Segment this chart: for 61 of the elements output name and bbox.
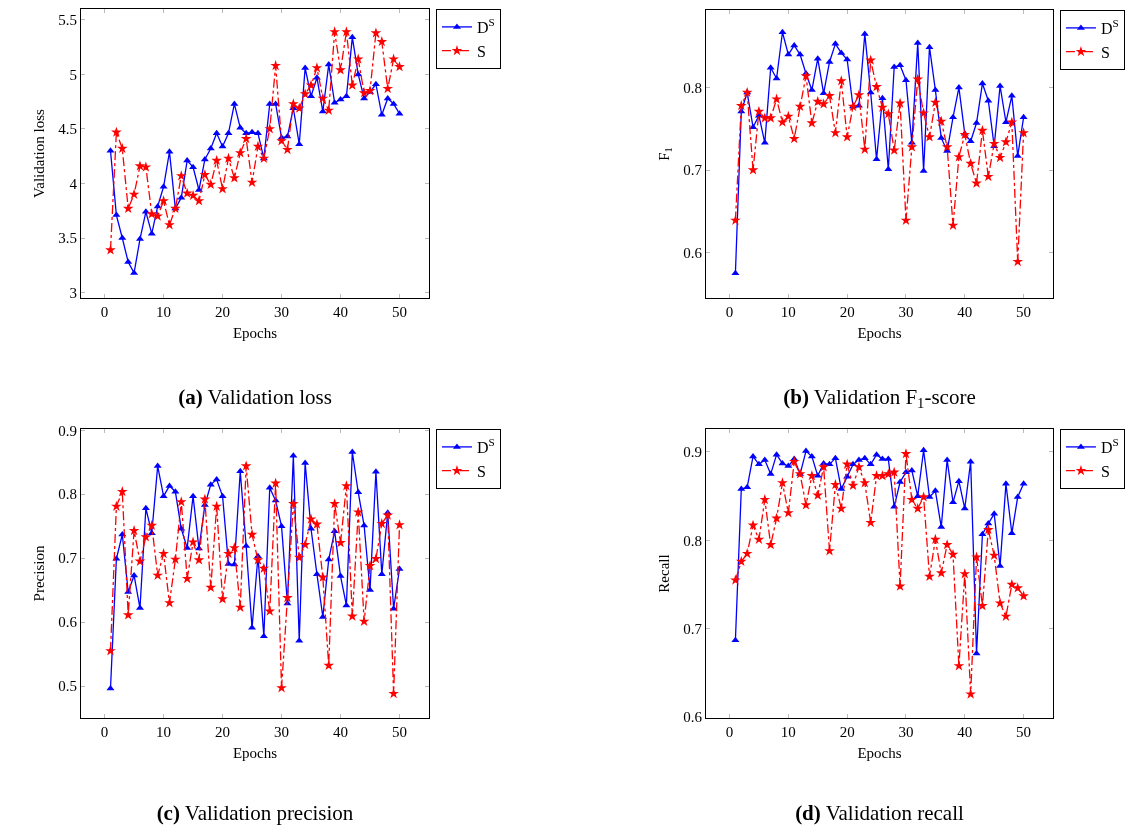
y-tick-label: 5.5 (58, 12, 77, 29)
y-tick-label: 0.9 (58, 422, 77, 439)
x-axis-title: Epochs (232, 745, 278, 761)
legend-label: S (476, 462, 486, 480)
legend-label: D$^{S}$ (1100, 436, 1119, 457)
text: (b) Validation F$_{1}$-score (783, 384, 976, 411)
x-tick-label: 50 (1016, 724, 1032, 740)
y-axis-title: Validation loss (30, 108, 47, 198)
x-tick-label: 50 (392, 304, 408, 320)
text: (c) Validation precision (156, 800, 354, 825)
text: (a) Validation loss (178, 384, 332, 409)
y-tick-label: 0.8 (58, 486, 77, 503)
y-tick-label: 0.7 (683, 620, 703, 637)
y-tick-label: 0.5 (58, 678, 77, 695)
y-tick-label: 0.8 (683, 79, 702, 96)
legend-label: D$^{S}$ (476, 16, 495, 37)
x-tick-label: 40 (333, 304, 349, 320)
x-tick-label: 20 (215, 304, 231, 320)
x-tick-label: 10 (156, 724, 172, 740)
x-tick-label: 10 (780, 724, 796, 740)
x-tick-label: 40 (333, 724, 349, 740)
legend-label: S (1100, 43, 1110, 61)
x-axis-title: Epochs (232, 325, 278, 341)
legend-label: D$^{S}$ (476, 436, 495, 457)
y-tick-label: 4 (69, 175, 78, 192)
x-tick-label: 20 (215, 724, 231, 740)
legend-label: D$^{S}$ (1100, 17, 1119, 38)
y-tick-label: 0.7 (683, 162, 703, 179)
x-tick-label: 40 (957, 724, 973, 740)
legend-label: S (476, 42, 486, 60)
x-tick-label: 10 (780, 304, 796, 320)
x-tick-label: 30 (898, 724, 914, 740)
y-tick-label: 3.5 (58, 230, 77, 247)
y-tick-label: 0.6 (58, 614, 78, 631)
x-tick-label: 0 (725, 724, 734, 740)
y-tick-label: 0.6 (683, 709, 703, 726)
x-tick-label: 30 (274, 304, 290, 320)
x-tick-label: 20 (839, 304, 855, 320)
y-axis-title: Recall (655, 554, 672, 593)
x-tick-label: 10 (156, 304, 172, 320)
x-tick-label: 30 (898, 304, 914, 320)
y-tick-label: 0.8 (683, 532, 702, 549)
y-tick-label: 5 (69, 66, 77, 83)
x-tick-label: 30 (274, 724, 290, 740)
y-tick-label: 0.9 (683, 444, 702, 461)
x-tick-label: 50 (1016, 304, 1032, 320)
x-axis-title: Epochs (857, 325, 902, 341)
legend-label: S (1100, 462, 1110, 480)
y-tick-label: 0.7 (58, 550, 78, 567)
y-tick-label: 3 (69, 284, 77, 301)
x-tick-label: 50 (392, 724, 408, 740)
x-tick-label: 0 (100, 304, 109, 320)
text: (d) Validation recall (795, 800, 965, 825)
y-tick-label: 4.5 (58, 121, 77, 138)
x-tick-label: 0 (100, 724, 109, 740)
y-axis-title: Precision (30, 545, 47, 602)
x-tick-label: 40 (957, 304, 973, 320)
x-tick-label: 20 (839, 724, 855, 740)
y-tick-label: 0.6 (683, 244, 703, 261)
x-tick-label: 0 (725, 304, 734, 320)
x-axis-title: Epochs (857, 745, 902, 761)
